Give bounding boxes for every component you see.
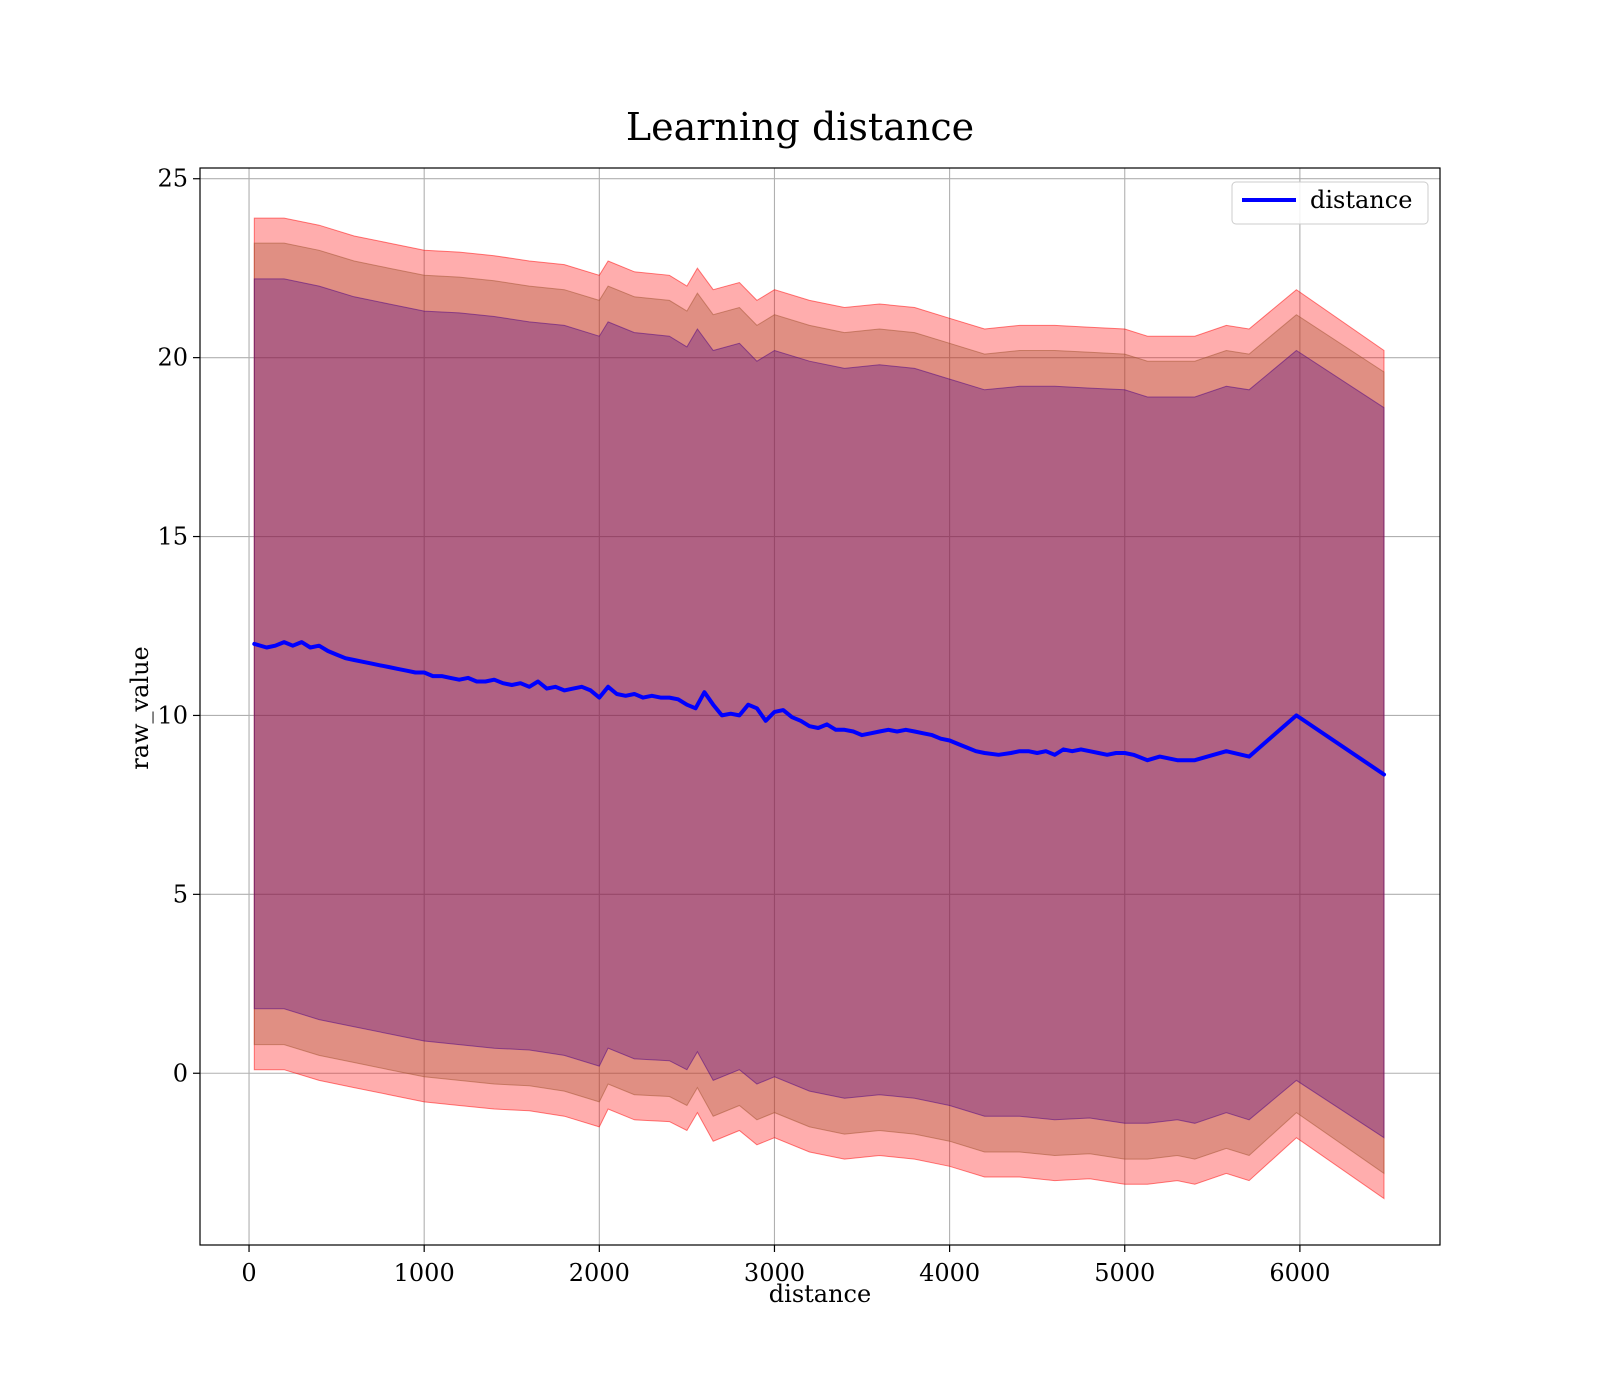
legend: distance (1231, 181, 1429, 225)
x-tick-label: 2000 (569, 1259, 630, 1287)
band-middle (253, 242, 1385, 1175)
y-axis: 0 5 10 15 20 25 (157, 165, 200, 1087)
y-tick-label: 25 (157, 165, 188, 193)
x-axis: 0 1000 2000 3000 4000 5000 6000 (241, 1245, 1330, 1287)
y-tick-label: 10 (157, 701, 188, 729)
x-axis-label: distance (769, 1280, 871, 1308)
plot-area-frame (199, 167, 1441, 1246)
x-tick-label: 3000 (744, 1259, 805, 1287)
series-line-distance (252, 640, 1386, 777)
band-outer (253, 217, 1385, 1200)
x-tick-label: 1000 (394, 1259, 455, 1287)
x-tick-label: 0 (241, 1259, 256, 1287)
x-tick-label: 5000 (1094, 1259, 1155, 1287)
x-tick-label: 6000 (1269, 1259, 1330, 1287)
y-tick-label: 20 (157, 344, 188, 372)
series-lines (252, 640, 1386, 777)
confidence-bands (253, 217, 1385, 1200)
chart-title: Learning distance (626, 105, 974, 149)
legend-label: distance (1310, 186, 1412, 214)
y-tick-label: 15 (157, 523, 188, 551)
y-axis-label: raw_value (126, 646, 154, 770)
x-tick-label: 4000 (919, 1259, 980, 1287)
band-inner (253, 278, 1385, 1139)
legend-box (1231, 181, 1429, 225)
y-tick-label: 5 (173, 880, 188, 908)
y-tick-label: 0 (173, 1059, 188, 1087)
